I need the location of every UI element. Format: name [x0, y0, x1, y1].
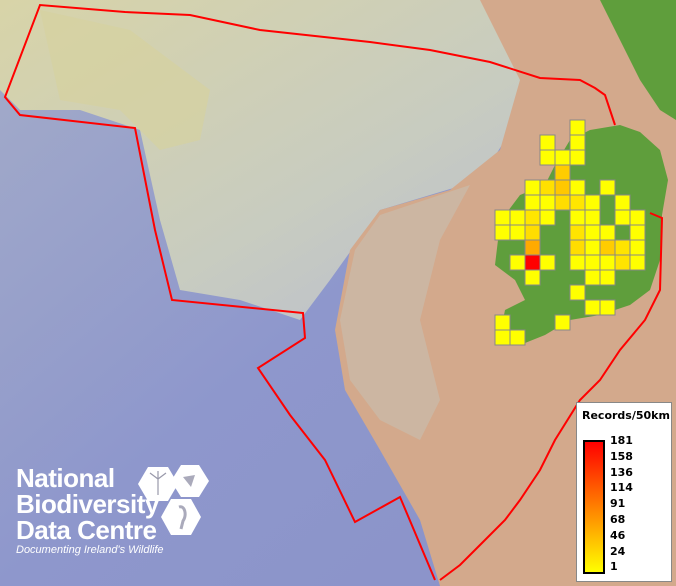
porcupine-bank	[40, 10, 210, 150]
grid-cell[interactable]	[539, 149, 556, 166]
legend-tick-label: 114	[610, 481, 633, 495]
boundary-line-east	[439, 212, 664, 581]
grid-cell[interactable]	[569, 224, 586, 241]
grid-cell[interactable]	[569, 284, 586, 301]
grid-cell[interactable]	[569, 179, 586, 196]
logo-line-1: National	[16, 463, 115, 493]
legend-color-ramp	[583, 440, 605, 574]
grid-cell[interactable]	[569, 239, 586, 256]
grid-cell[interactable]	[524, 224, 541, 241]
grid-cell[interactable]	[584, 239, 601, 256]
grid-cell[interactable]	[629, 239, 646, 256]
grid-cell[interactable]	[599, 224, 616, 241]
grid-cell[interactable]	[599, 269, 616, 286]
grid-cell[interactable]	[524, 254, 541, 271]
grid-cell[interactable]	[524, 269, 541, 286]
legend-title: Records/50km	[582, 409, 670, 422]
logo-hexagons-icon	[138, 465, 209, 535]
grid-cell[interactable]	[554, 149, 571, 166]
grid-cell[interactable]	[614, 239, 631, 256]
grid-cell[interactable]	[569, 254, 586, 271]
grid-cell[interactable]	[584, 209, 601, 226]
grid-cell[interactable]	[629, 209, 646, 226]
legend-tick-label: 136	[610, 465, 633, 479]
grid-cell[interactable]	[614, 194, 631, 211]
grid-cell[interactable]	[599, 254, 616, 271]
grid-cell[interactable]	[554, 314, 571, 331]
grid-cell[interactable]	[599, 179, 616, 196]
grid-cell[interactable]	[539, 179, 556, 196]
grid-cell[interactable]	[614, 254, 631, 271]
grid-cell[interactable]	[629, 224, 646, 241]
grid-cell[interactable]	[584, 299, 601, 316]
grid-cell[interactable]	[539, 254, 556, 271]
grid-cell[interactable]	[629, 254, 646, 271]
grid-cell[interactable]	[569, 119, 586, 136]
grid-cell[interactable]	[494, 209, 511, 226]
records-grid	[494, 119, 646, 346]
grid-cell[interactable]	[554, 179, 571, 196]
grid-cell[interactable]	[509, 329, 526, 346]
grid-cell[interactable]	[539, 134, 556, 151]
grid-cell[interactable]	[494, 314, 511, 331]
logo: National Biodiversity Data Centre Docume…	[16, 465, 164, 556]
grid-cell[interactable]	[524, 209, 541, 226]
legend-tick-label: 91	[610, 497, 626, 511]
grid-cell[interactable]	[539, 209, 556, 226]
grid-cell[interactable]	[524, 194, 541, 211]
grid-cell[interactable]	[554, 194, 571, 211]
shelf-edge	[340, 185, 470, 440]
legend-tick-label: 158	[610, 449, 633, 463]
grid-cell[interactable]	[524, 179, 541, 196]
grid-cell[interactable]	[569, 149, 586, 166]
grid-cell[interactable]	[524, 239, 541, 256]
logo-tagline: Documenting Ireland's Wildlife	[16, 544, 164, 556]
britain-land	[600, 0, 676, 120]
grid-cell[interactable]	[584, 194, 601, 211]
logo-line-3: Data Centre	[16, 515, 157, 545]
legend-tick-label: 24	[610, 544, 626, 558]
boundary-line-west	[3, 3, 616, 581]
legend-tick-label: 181	[610, 434, 633, 447]
grid-cell[interactable]	[569, 194, 586, 211]
grid-cell[interactable]	[554, 164, 571, 181]
logo-line-2: Biodiversity	[16, 489, 159, 519]
grid-cell[interactable]	[584, 269, 601, 286]
grid-cell[interactable]	[494, 224, 511, 241]
grid-cell[interactable]	[509, 224, 526, 241]
legend: Records/50km 181 158 136 114 91 68 46 24 1	[576, 402, 672, 582]
grid-cell[interactable]	[599, 299, 616, 316]
legend-tick-label: 68	[610, 513, 626, 526]
legend-tick-label: 46	[610, 528, 626, 542]
grid-cell[interactable]	[509, 209, 526, 226]
grid-cell[interactable]	[584, 254, 601, 271]
grid-cell[interactable]	[509, 254, 526, 271]
grid-cell[interactable]	[494, 329, 511, 346]
grid-cell[interactable]	[614, 209, 631, 226]
grid-cell[interactable]	[569, 134, 586, 151]
grid-cell[interactable]	[584, 224, 601, 241]
grid-cell[interactable]	[569, 209, 586, 226]
grid-cell[interactable]	[539, 194, 556, 211]
grid-cell[interactable]	[599, 239, 616, 256]
legend-tick-label: 1	[610, 560, 618, 574]
